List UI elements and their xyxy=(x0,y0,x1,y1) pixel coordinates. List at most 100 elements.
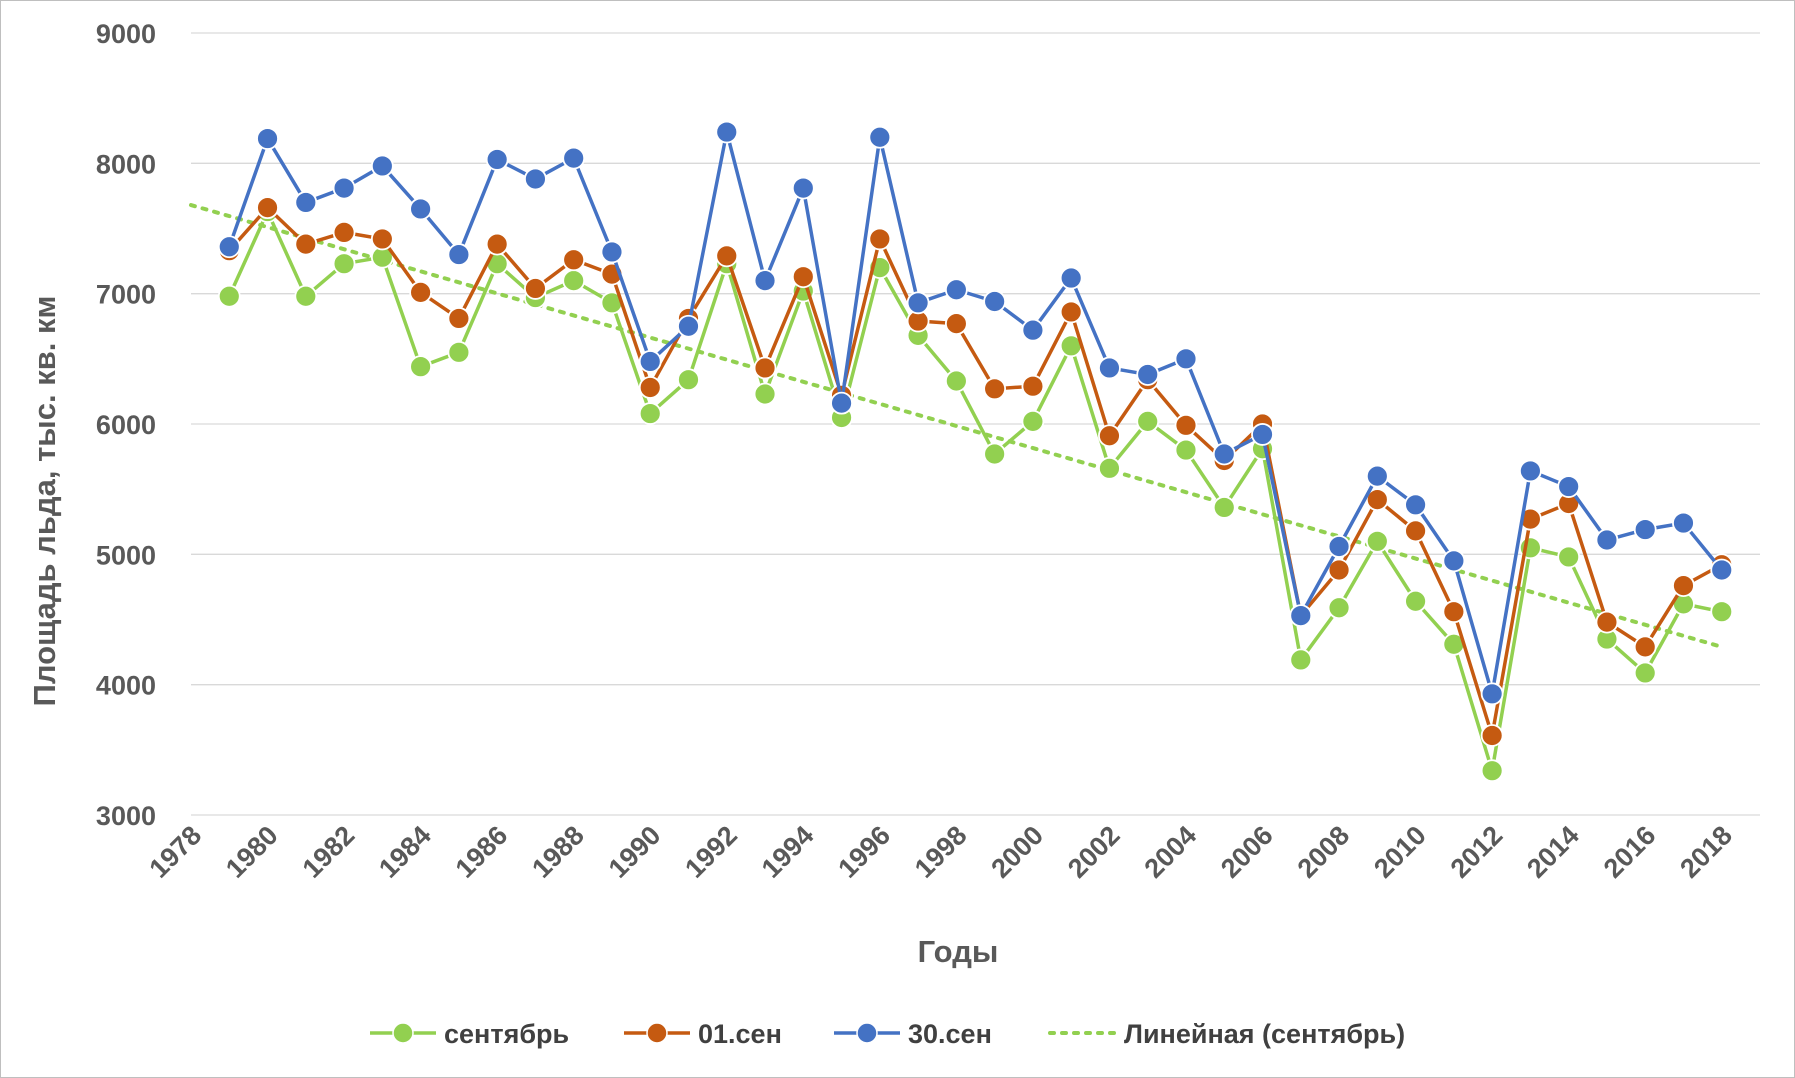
data-point-1-2016 xyxy=(1633,661,1657,685)
data-point-1-1990 xyxy=(638,402,662,425)
data-point-2-1998 xyxy=(944,312,968,336)
data-point-3-1986 xyxy=(485,148,509,171)
data-point-2-1988 xyxy=(562,248,586,272)
data-point-3-2017 xyxy=(1672,511,1695,535)
data-point-3-1992 xyxy=(715,120,739,144)
series-1 xyxy=(217,200,1734,783)
data-point-3-2015 xyxy=(1595,528,1619,552)
series-3 xyxy=(217,120,1734,706)
x-tick-2012: 2012 xyxy=(1445,820,1509,884)
data-point-3-2006 xyxy=(1251,423,1274,446)
data-point-3-2008 xyxy=(1327,535,1351,558)
data-point-2-1984 xyxy=(409,280,433,304)
data-point-1-1981 xyxy=(294,284,318,308)
data-point-3-1980 xyxy=(256,127,279,150)
y-tick-8000: 8000 xyxy=(96,149,156,179)
data-point-3-2002 xyxy=(1098,356,1121,380)
legend-item-trend: Линейная (сентябрь) xyxy=(1048,1019,1405,1049)
x-tick-1994: 1994 xyxy=(756,820,820,884)
trendline-september xyxy=(189,203,1724,649)
x-tick-2016: 2016 xyxy=(1598,820,1662,884)
data-point-2-1985 xyxy=(447,307,471,330)
data-point-1-2002 xyxy=(1098,456,1121,480)
data-point-1-2012 xyxy=(1480,759,1504,783)
data-point-3-1983 xyxy=(370,154,394,178)
data-point-3-1989 xyxy=(600,240,624,264)
data-point-1-1982 xyxy=(332,252,356,276)
data-point-2-2017 xyxy=(1672,574,1695,598)
data-point-1-1985 xyxy=(447,340,471,364)
data-point-2-1999 xyxy=(983,377,1007,401)
y-tick-labels: 3000 4000 5000 6000 7000 8000 9000 xyxy=(96,19,156,831)
data-point-2-2009 xyxy=(1365,488,1389,511)
data-point-3-2016 xyxy=(1633,518,1657,541)
data-point-3-2009 xyxy=(1365,464,1389,488)
x-tick-1990: 1990 xyxy=(603,820,667,884)
data-point-3-1988 xyxy=(562,146,586,170)
x-tick-1984: 1984 xyxy=(373,820,437,884)
data-point-2-1994 xyxy=(791,265,815,289)
legend-item-01-sen: 01.сен xyxy=(624,1019,782,1049)
data-point-1-2007 xyxy=(1289,648,1313,672)
data-point-3-1997 xyxy=(906,291,930,315)
x-tick-1986: 1986 xyxy=(450,820,514,884)
data-point-3-2007 xyxy=(1289,604,1313,627)
y-tick-4000: 4000 xyxy=(96,671,156,701)
x-tick-2010: 2010 xyxy=(1368,820,1432,884)
data-point-2-2013 xyxy=(1518,507,1542,531)
data-point-1-2009 xyxy=(1365,529,1389,553)
data-point-2-2000 xyxy=(1021,374,1045,398)
data-point-1-2004 xyxy=(1174,438,1198,462)
data-point-1-1991 xyxy=(677,368,700,392)
legend-item-30-sen: 30.сен xyxy=(834,1019,992,1049)
data-point-1-1993 xyxy=(753,382,777,406)
x-tick-2002: 2002 xyxy=(1062,820,1126,884)
data-point-2-1990 xyxy=(638,376,662,399)
y-tick-5000: 5000 xyxy=(96,540,156,570)
data-point-2-1981 xyxy=(294,232,318,256)
legend-label-30-sen: 30.сен xyxy=(908,1019,992,1049)
data-point-3-2003 xyxy=(1136,363,1160,386)
data-point-1-2018 xyxy=(1710,600,1734,624)
data-point-2-1987 xyxy=(524,277,547,300)
data-point-3-1981 xyxy=(294,191,318,214)
data-point-3-1994 xyxy=(791,176,815,200)
data-point-3-1984 xyxy=(409,197,433,221)
data-point-2-2016 xyxy=(1633,635,1657,659)
data-point-3-2018 xyxy=(1710,558,1734,582)
data-point-1-2008 xyxy=(1327,596,1351,620)
data-point-2-1982 xyxy=(332,221,356,244)
x-tick-2008: 2008 xyxy=(1292,820,1356,884)
data-point-3-1995 xyxy=(830,391,853,415)
data-point-3-1999 xyxy=(983,290,1007,313)
legend: сентябрь 01.сен 30.сен Линейная (сентябрь) xyxy=(370,1019,1405,1049)
data-point-3-2005 xyxy=(1212,442,1236,466)
data-point-3-1990 xyxy=(638,350,662,373)
x-tick-1992: 1992 xyxy=(679,820,743,884)
x-axis-title: Годы xyxy=(918,934,999,969)
y-tick-6000: 6000 xyxy=(96,410,156,440)
y-axis-title: Площадь льда, тыс. кв. км xyxy=(27,296,62,707)
x-tick-labels: 1978 1980 1982 1984 1986 1988 1990 1992 1994 1996… xyxy=(144,820,1738,884)
x-tick-2000: 2000 xyxy=(985,820,1049,884)
data-point-3-2014 xyxy=(1557,475,1581,498)
data-point-2-2004 xyxy=(1174,413,1198,437)
data-point-1-1979 xyxy=(217,284,241,308)
data-point-2-1996 xyxy=(868,227,892,251)
data-point-3-2004 xyxy=(1174,347,1198,371)
x-tick-1998: 1998 xyxy=(909,820,973,884)
data-point-3-1998 xyxy=(944,278,968,302)
trendline xyxy=(189,203,1724,649)
data-point-3-1996 xyxy=(868,125,892,149)
legend-marker-01-sen xyxy=(646,1022,668,1044)
data-point-2-1986 xyxy=(485,232,509,256)
series-1-line xyxy=(227,209,1723,773)
series-lines xyxy=(217,120,1734,783)
y-tick-9000: 9000 xyxy=(96,19,156,49)
data-point-3-1987 xyxy=(524,167,547,191)
x-tick-2006: 2006 xyxy=(1215,820,1279,884)
x-tick-1988: 1988 xyxy=(526,820,590,884)
data-point-2-2010 xyxy=(1404,519,1427,543)
x-tick-2018: 2018 xyxy=(1674,820,1738,884)
